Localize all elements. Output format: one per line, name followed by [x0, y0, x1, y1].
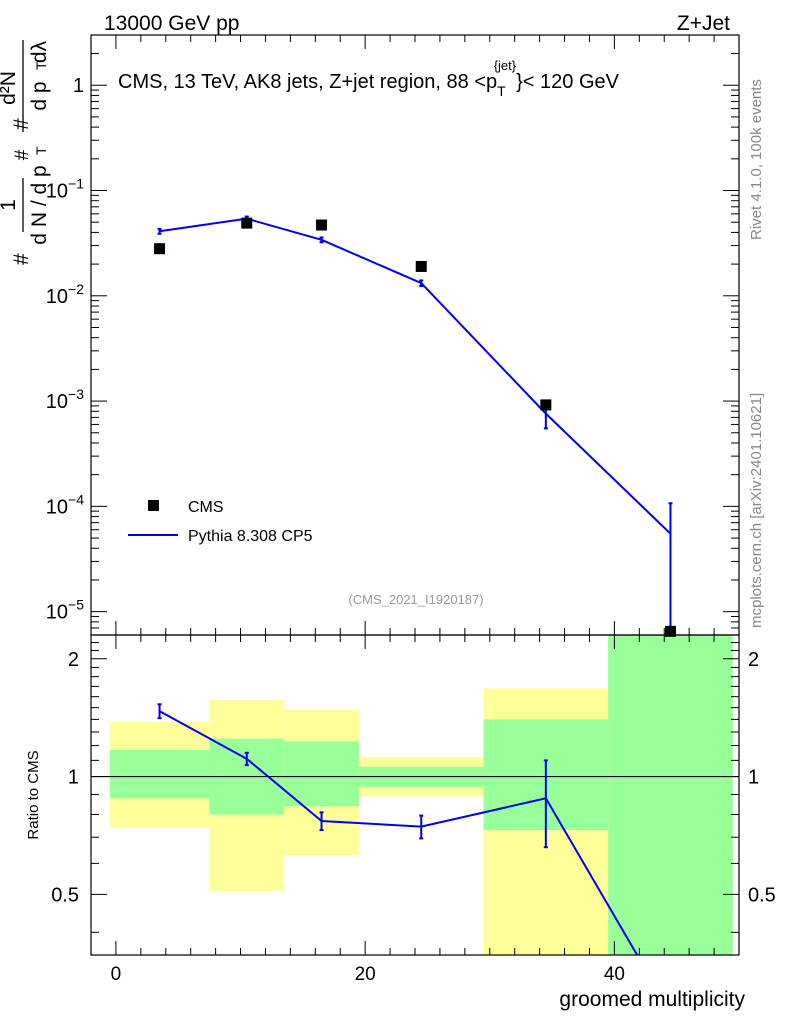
ratio-inner-band-2 — [284, 741, 359, 807]
y-tick-label-exponent: −5 — [68, 597, 84, 613]
cms-data-point-3 — [415, 260, 427, 272]
cms-data-point-4 — [540, 399, 552, 411]
svg-text:d p: d p — [28, 81, 51, 110]
ratio-inner-band-5 — [608, 635, 733, 955]
svg-text:T: T — [33, 61, 49, 70]
svg-text:#: # — [10, 253, 33, 265]
side-text-mcplots: mcplots.cern.ch [arXiv:2401.10621] — [748, 393, 765, 628]
chart-title-post: }< 120 GeV — [516, 71, 620, 93]
y-tick-label-exponent: −2 — [68, 281, 84, 297]
ratio-tick-label-right-2: 2 — [748, 649, 759, 671]
x-tick-label-1: 20 — [355, 964, 376, 985]
y-tick-label-4: 10−4 — [46, 491, 84, 518]
cms-data-point-5 — [664, 625, 676, 637]
header-right: Z+Jet — [677, 12, 730, 35]
y-tick-label-5: 10−5 — [46, 597, 84, 624]
svg-text:T: T — [33, 146, 49, 155]
ratio-tick-label-left-2: 2 — [68, 649, 79, 671]
ratio-tick-label-left-1: 1 — [68, 767, 79, 789]
chart-title-sup: {jet} — [494, 58, 517, 73]
y-tick-label-1: 10−1 — [46, 176, 84, 203]
main-series — [154, 215, 676, 637]
y-tick-label-0: 1 — [73, 75, 84, 97]
legend-pythia-label: Pythia 8.308 CP5 — [188, 528, 313, 545]
svg-text:d²N: d²N — [0, 71, 20, 105]
y-tick-label-3: 10−3 — [46, 386, 84, 413]
main-plot-frame — [90, 34, 740, 636]
svg-text:d N / d p: d N / d p — [28, 165, 51, 244]
y-tick-label-base: 10 — [46, 181, 68, 203]
y-tick-label-2: 10−2 — [46, 281, 84, 308]
y-tick-label-exponent: −3 — [68, 386, 84, 402]
svg-text:#: # — [10, 118, 33, 130]
cms-data-point-2 — [316, 219, 328, 231]
pythia-line — [159, 217, 672, 535]
y-tick-label-base: 10 — [46, 391, 68, 413]
header-left: 13000 GeV pp — [104, 12, 239, 35]
y-tick-label-base: 10 — [46, 602, 68, 624]
analysis-id: (CMS_2021_I1920187) — [348, 592, 483, 607]
svg-text:#: # — [12, 149, 33, 160]
ratio-inner-band-0 — [109, 749, 210, 799]
y-tick-label-exponent: −1 — [68, 176, 84, 192]
y-tick-label-base: 10 — [46, 496, 68, 518]
y-axis-label-ratio: Ratio to CMS — [25, 750, 42, 839]
x-tick-label-2: 40 — [604, 964, 625, 985]
ratio-tick-label-left-0: 0.5 — [51, 884, 79, 906]
legend-cms-marker — [148, 500, 159, 511]
pythia-ratio-line — [159, 710, 639, 956]
x-tick-label-0: 0 — [111, 964, 122, 985]
svg-text:1: 1 — [0, 199, 20, 211]
chart-title-sub: T — [497, 83, 506, 99]
y-tick-label-base: 10 — [46, 286, 68, 308]
cms-data-point-1 — [241, 217, 253, 229]
ratio-series — [157, 703, 639, 956]
side-text-rivet: Rivet 4.1.0, 100k events — [748, 79, 765, 240]
ratio-tick-label-right-1: 1 — [748, 767, 759, 789]
ratio-uncertainty-bands — [109, 635, 733, 955]
y-tick-label-exponent: −4 — [68, 491, 84, 507]
legend: CMS Pythia 8.308 CP5 — [128, 499, 313, 545]
ratio-tick-label-right-0: 0.5 — [748, 884, 776, 906]
chart-title-pre: CMS, 13 TeV, AK8 jets, Z+jet region, 88 … — [118, 71, 497, 93]
y-axis-label-main: # — [12, 149, 33, 160]
chart-title: CMS, 13 TeV, AK8 jets, Z+jet region, 88 … — [118, 58, 620, 99]
y-axis-label-main-text: # 1 d N / d p T # d²N d p T dλ — [0, 40, 51, 265]
cms-data-point-0 — [154, 243, 166, 255]
x-axis-label: groomed multiplicity — [559, 988, 745, 1011]
svg-text:dλ: dλ — [28, 40, 51, 63]
legend-cms-label: CMS — [188, 499, 224, 516]
